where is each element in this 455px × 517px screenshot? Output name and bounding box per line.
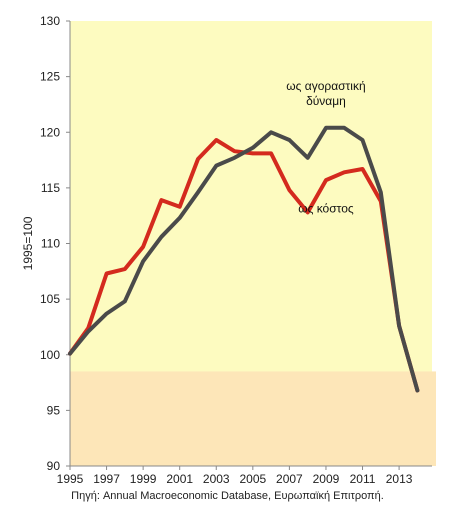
y-axis-label: 1995=100	[21, 216, 35, 270]
y-tick-label: 110	[41, 237, 60, 251]
x-tick-label: 1995	[57, 472, 84, 486]
x-tick-label: 2009	[313, 472, 340, 486]
y-tick-label: 125	[40, 70, 60, 84]
annotation-line: ως κόστος	[298, 201, 354, 215]
x-tick-label: 2011	[350, 472, 376, 486]
x-tick-label: 2001	[166, 472, 193, 486]
shaded-band	[70, 371, 436, 466]
x-tick-label: 2005	[239, 472, 266, 486]
series-line-purchasing-power	[68, 125, 420, 393]
annotation-line: ως αγοραστική	[286, 79, 365, 93]
y-tick-label: 130	[40, 14, 60, 28]
y-tick-label: 95	[47, 403, 61, 417]
annotation-line: δύναμη	[306, 94, 346, 108]
y-tick-label: 90	[47, 459, 61, 473]
y-tick-label: 100	[40, 348, 60, 362]
y-tick-label: 115	[41, 181, 60, 195]
x-tick-label: 2007	[276, 472, 303, 486]
x-tick-label: 2013	[386, 472, 413, 486]
series-annotation: ως αγοραστική δύναμη	[286, 79, 365, 108]
x-tick-label: 1999	[130, 472, 157, 486]
y-tick-label: 120	[40, 125, 60, 139]
series-annotation: ως κόστος	[298, 201, 354, 215]
x-tick-label: 2003	[203, 472, 230, 486]
chart: 90 95 100 105 110 115 120 125 130 1995 1997 1999 20…	[21, 14, 436, 486]
y-tick-label: 105	[40, 292, 60, 306]
x-tick-label: 1997	[93, 472, 120, 486]
source-note: Πηγή: Annual Macroeconomic Database, Ευρ…	[71, 490, 384, 502]
